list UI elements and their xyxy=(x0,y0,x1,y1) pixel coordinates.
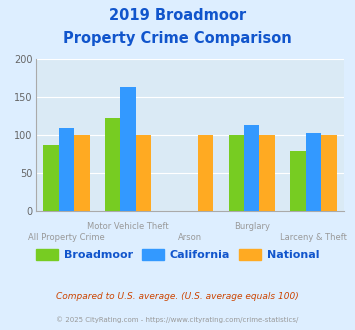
Text: Burglary: Burglary xyxy=(234,222,270,231)
Bar xyxy=(290,151,306,211)
Text: Compared to U.S. average. (U.S. average equals 100): Compared to U.S. average. (U.S. average … xyxy=(56,292,299,301)
Bar xyxy=(136,135,151,211)
Bar xyxy=(260,135,275,211)
Text: 2019 Broadmoor: 2019 Broadmoor xyxy=(109,8,246,23)
Bar xyxy=(244,125,260,211)
Text: Larceny & Theft: Larceny & Theft xyxy=(280,233,347,243)
Legend: Broadmoor, California, National: Broadmoor, California, National xyxy=(36,248,319,260)
Text: © 2025 CityRating.com - https://www.cityrating.com/crime-statistics/: © 2025 CityRating.com - https://www.city… xyxy=(56,317,299,323)
Bar xyxy=(120,87,136,211)
Text: All Property Crime: All Property Crime xyxy=(28,233,105,243)
Bar xyxy=(229,135,244,211)
Bar xyxy=(105,118,120,211)
Bar xyxy=(74,135,89,211)
Bar xyxy=(306,133,321,211)
Bar xyxy=(321,135,337,211)
Bar xyxy=(59,128,74,211)
Text: Property Crime Comparison: Property Crime Comparison xyxy=(63,31,292,46)
Text: Arson: Arson xyxy=(178,233,202,243)
Bar xyxy=(43,145,59,211)
Text: Motor Vehicle Theft: Motor Vehicle Theft xyxy=(87,222,169,231)
Bar xyxy=(198,135,213,211)
